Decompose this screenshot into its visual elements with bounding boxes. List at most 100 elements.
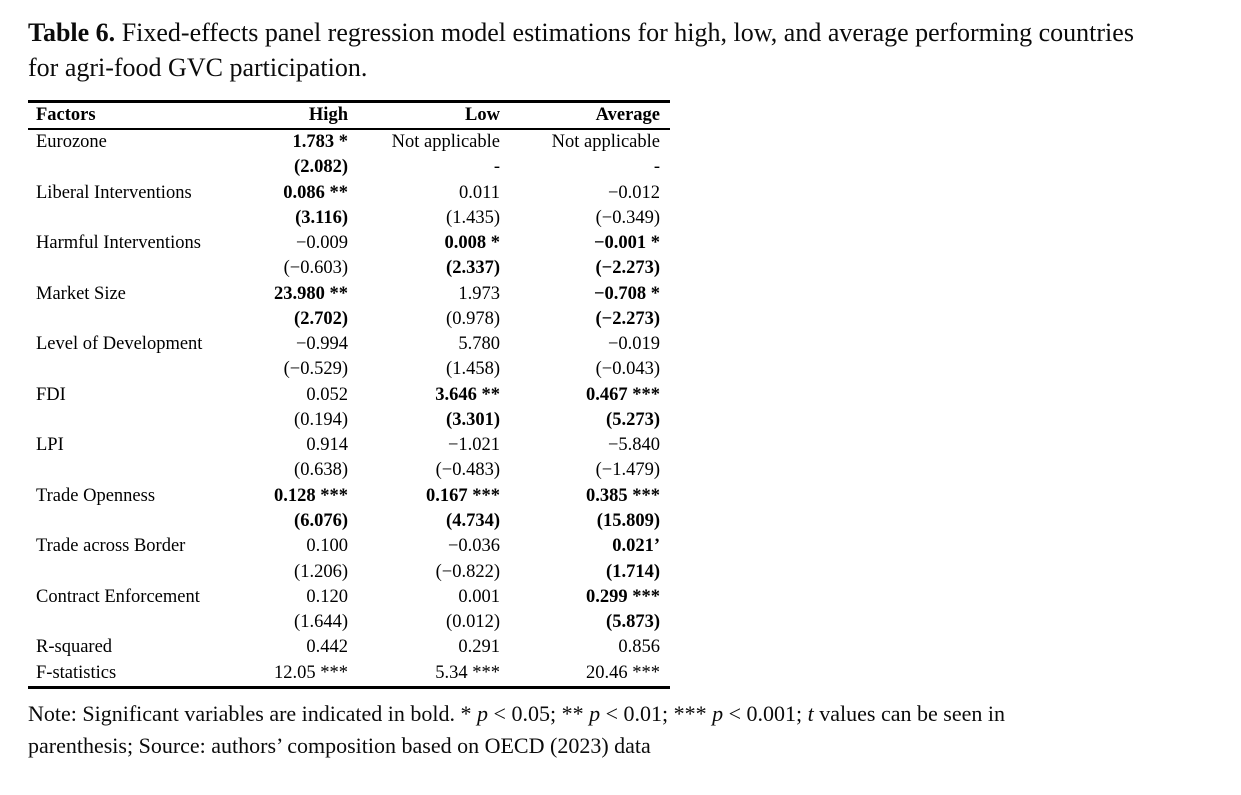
factor-cell xyxy=(28,509,228,534)
cell-low: (−0.822) xyxy=(435,561,500,582)
cell-average: (5.273) xyxy=(606,409,660,430)
note-segment: < 0.01; *** xyxy=(600,700,713,726)
cell-low: 0.011 xyxy=(459,182,500,203)
cell-high: 0.914 xyxy=(306,435,348,456)
cell-low: 3.646 ** xyxy=(435,384,500,405)
cell-low: (−0.483) xyxy=(435,460,500,481)
table-row: (0.638) (−0.483) (−1.479) xyxy=(28,458,670,483)
cell-high: (−0.529) xyxy=(283,359,348,380)
col-header-factors: Factors xyxy=(28,101,228,130)
cell-low: (1.435) xyxy=(446,207,500,228)
note-segment: < 0.05; ** xyxy=(488,700,590,726)
table-caption: Table 6. Fixed-effects panel regression … xyxy=(28,15,1153,85)
cell-low: Not applicable xyxy=(391,132,500,152)
cell-high: 0.100 xyxy=(306,536,348,557)
cell-low: (2.337) xyxy=(446,258,500,279)
factor-cell xyxy=(28,155,228,180)
cell-average: 20.46 *** xyxy=(586,662,660,683)
cell-low: (0.978) xyxy=(446,308,500,329)
cell-high: 12.05 *** xyxy=(274,662,348,683)
factor-cell: Harmful Interventions xyxy=(36,233,201,254)
note-segment: < 0.001; xyxy=(723,700,808,726)
cell-low: (0.012) xyxy=(446,612,500,633)
table-row: Market Size 23.980 ** 1.973 −0.708 * xyxy=(28,282,670,307)
cell-high: 0.086 ** xyxy=(283,182,348,203)
cell-average: 0.385 *** xyxy=(586,485,660,506)
cell-high: (−0.603) xyxy=(283,258,348,279)
table-row: LPI 0.914 −1.021 −5.840 xyxy=(28,433,670,458)
cell-average: 0.021’ xyxy=(612,536,660,557)
cell-average: (15.809) xyxy=(596,510,660,531)
cell-average: −0.012 xyxy=(607,182,660,203)
factor-cell: Contract Enforcement xyxy=(36,586,200,607)
factor-cell xyxy=(28,458,228,483)
cell-high: 1.783 * xyxy=(292,132,349,152)
table-note: Note: Significant variables are indicate… xyxy=(28,698,1058,762)
cell-low: (3.301) xyxy=(446,409,500,430)
factor-cell: Trade Openness xyxy=(36,485,156,506)
table-row: Contract Enforcement 0.120 0.001 0.299 *** xyxy=(28,585,670,610)
factor-cell: LPI xyxy=(36,435,64,456)
cell-average: −0.019 xyxy=(607,334,660,355)
regression-table: Factors High Low Average Eurozone 1.783 *… xyxy=(28,100,670,689)
note-italic-segment: t xyxy=(807,700,814,726)
table-row: Harmful Interventions −0.009 0.008 * −0.001… xyxy=(28,231,670,256)
table-row: R-squared 0.442 0.291 0.856 xyxy=(28,635,670,660)
factor-cell xyxy=(28,206,228,231)
note-segment: values can be seen in parenthesis; Sourc… xyxy=(28,700,1005,758)
cell-high: −0.009 xyxy=(295,233,348,254)
table-caption-label: Table 6. xyxy=(28,18,116,47)
cell-average: (−0.349) xyxy=(595,207,660,228)
col-header-high: High xyxy=(228,101,348,130)
cell-average: 0.299 *** xyxy=(586,586,660,607)
factor-cell: F-statistics xyxy=(36,662,117,683)
cell-average: 0.856 xyxy=(618,637,660,658)
table-row: Level of Development −0.994 5.780 −0.019 xyxy=(28,332,670,357)
cell-average: - xyxy=(653,157,660,178)
cell-low: −0.036 xyxy=(447,536,500,557)
cell-average: −0.001 * xyxy=(593,233,660,254)
cell-average: (−0.043) xyxy=(595,359,660,380)
cell-high: (2.702) xyxy=(294,308,348,329)
cell-high: −0.994 xyxy=(295,334,348,355)
cell-low: 5.780 xyxy=(458,334,500,355)
table-row: (0.194) (3.301) (5.273) xyxy=(28,408,670,433)
cell-average: −0.708 * xyxy=(593,283,660,304)
table-row: (1.644) (0.012) (5.873) xyxy=(28,610,670,635)
table-row: Trade Openness 0.128 *** 0.167 *** 0.385 **… xyxy=(28,484,670,509)
cell-average: (−1.479) xyxy=(595,460,660,481)
note-italic-segment: p xyxy=(589,700,601,726)
cell-high: 0.128 *** xyxy=(274,485,348,506)
table-row: (−0.603) (2.337) (−2.273) xyxy=(28,256,670,281)
cell-high: 0.120 xyxy=(306,586,348,607)
factor-cell: Liberal Interventions xyxy=(36,182,192,203)
cell-high: (6.076) xyxy=(294,510,348,531)
cell-high: 0.442 xyxy=(306,637,348,658)
note-segment: Note: Significant variables are indicate… xyxy=(28,700,478,726)
cell-low: 1.973 xyxy=(458,283,500,304)
table-row: (−0.529) (1.458) (−0.043) xyxy=(28,357,670,382)
cell-average: (5.873) xyxy=(606,612,660,633)
cell-low: - xyxy=(493,157,500,178)
factor-cell: Eurozone xyxy=(36,132,107,152)
cell-low: (4.734) xyxy=(446,510,500,531)
table-row: (2.702) (0.978) (−2.273) xyxy=(28,307,670,332)
cell-average: −5.840 xyxy=(607,435,660,456)
cell-low: 5.34 *** xyxy=(435,662,500,683)
cell-high: (0.194) xyxy=(294,409,348,430)
cell-low: 0.167 *** xyxy=(426,485,500,506)
cell-average: 0.467 *** xyxy=(586,384,660,405)
factor-cell: Level of Development xyxy=(36,334,203,355)
table-row: FDI 0.052 3.646 ** 0.467 *** xyxy=(28,383,670,408)
cell-low: 0.001 xyxy=(458,586,500,607)
factor-cell xyxy=(28,357,228,382)
table-row: F-statistics 12.05 *** 5.34 *** 20.46 *** xyxy=(28,661,670,688)
table-header-row: Factors High Low Average xyxy=(28,101,670,130)
col-header-average: Average xyxy=(500,101,670,130)
factor-cell: Trade across Border xyxy=(36,536,186,557)
cell-average: (−2.273) xyxy=(595,308,661,329)
cell-high: 23.980 ** xyxy=(274,283,348,304)
page: Table 6. Fixed-effects panel regression … xyxy=(28,15,1153,762)
note-italic-segment: p xyxy=(477,700,489,726)
cell-low: (1.458) xyxy=(446,359,500,380)
